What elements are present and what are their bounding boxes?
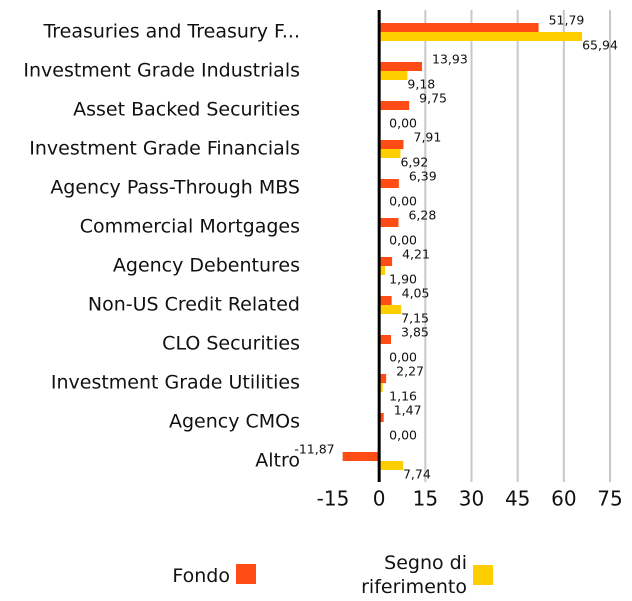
value-label: 0,00 [389,116,417,131]
value-label: 9,18 [407,77,435,92]
bar [379,32,583,41]
bar [379,218,399,227]
legend-label: Fondo [172,565,230,587]
y-tick-label: Treasuries and Treasury F... [42,21,300,43]
x-tick-label: -15 [317,487,350,511]
chart: -15 0 15 30 45 60 75 Treasuries and Treasury F.… [23,10,623,511]
y-tick-label: CLO Securities [162,333,300,355]
value-label: 0,00 [389,350,417,365]
bar [379,461,403,470]
y-tick-label: Agency CMOs [169,411,300,433]
x-tick-label: 60 [551,487,576,511]
bar [379,383,383,392]
y-tick-label: Investment Grade Industrials [23,60,300,82]
y-tick-label: Altro [255,450,300,472]
value-label: 9,75 [419,91,447,106]
bar [379,266,386,275]
bar [379,296,392,305]
value-label: 0,00 [389,428,417,443]
bar [379,71,408,80]
value-label: 4,21 [402,247,430,262]
value-label: 0,00 [389,194,417,209]
bar [379,23,539,32]
bar [379,179,399,188]
y-tick-label: Commercial Mortgages [80,216,300,238]
value-label: 7,91 [414,130,442,145]
x-tick-label: 45 [505,487,530,511]
bar [379,62,423,71]
legend-swatch [236,564,256,584]
bar [379,257,393,266]
value-label: 4,05 [402,286,430,301]
value-label: -11,87 [294,442,334,457]
x-tick-label: 75 [597,487,622,511]
value-label: 1,16 [389,389,417,404]
value-label: 1,47 [394,403,422,418]
bar [379,149,401,158]
value-label: 6,92 [400,155,428,170]
bar [379,101,410,110]
value-label: 65,94 [582,38,618,53]
legend-label: Segno di riferimento [361,552,467,598]
value-label: 6,28 [408,208,436,223]
y-tick-label: Non-US Credit Related [88,294,300,316]
value-label: 0,00 [389,233,417,248]
x-tick-label: 0 [373,487,386,511]
y-tick-label: Agency Debentures [113,255,300,277]
value-label: 13,93 [432,52,468,67]
x-tick-label: 15 [413,487,438,511]
bar [342,452,380,461]
value-label: 6,39 [409,169,437,184]
value-label: 7,74 [403,467,431,482]
value-label: 1,90 [389,272,417,287]
bar [379,374,387,383]
value-label: 7,15 [401,311,429,326]
value-label: 3,85 [401,325,429,340]
bar [379,140,404,149]
value-label: 51,79 [549,13,585,28]
x-tick-label: 30 [459,487,484,511]
y-tick-label: Asset Backed Securities [73,99,300,121]
y-tick-label: Agency Pass-Through MBS [50,177,300,199]
bar [379,305,402,314]
value-label: 2,27 [396,364,424,379]
bar [379,413,384,422]
legend-swatch [473,565,493,585]
y-tick-label: Investment Grade Utilities [51,372,300,394]
bar [379,335,392,344]
y-tick-label: Investment Grade Financials [29,138,300,160]
